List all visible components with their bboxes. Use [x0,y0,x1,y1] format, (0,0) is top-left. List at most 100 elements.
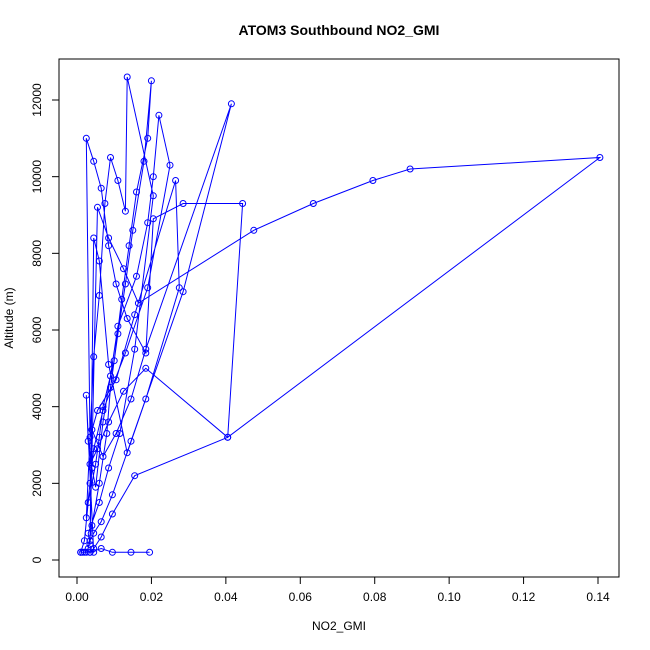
data-point [107,154,114,161]
data-point [110,357,118,365]
x-tick-label: 0.02 [140,590,164,604]
data-point [92,483,100,491]
data-point [105,464,113,472]
y-tick-label: 2000 [30,470,44,497]
data-point [90,234,98,242]
y-tick-label: 8000 [30,240,44,267]
x-tick-label: 0.10 [437,590,461,604]
data-point [88,522,96,529]
x-tick-label: 0.08 [363,590,387,604]
x-tick-label: 0.04 [214,590,238,604]
data-point [101,200,109,207]
data-point [90,529,98,537]
data-point [369,177,377,184]
data-point [112,430,120,437]
data-point [86,548,94,556]
data-point [133,188,140,196]
data-point [142,395,150,403]
data-point [144,284,152,292]
data-point [129,226,137,234]
data-point [97,518,105,526]
data-point [107,372,114,380]
data-point [86,460,94,468]
data-point [175,284,183,292]
data-point [112,280,120,288]
y-axis: 0 2000 4000 6000 8000 10000 12000 [30,83,60,563]
data-point [224,433,232,441]
data-point [88,464,96,472]
data-point [596,154,604,161]
data-point [309,200,317,207]
data-point [90,548,98,556]
data-point [97,545,105,552]
data-point [144,219,152,227]
data-point [82,391,90,399]
data-point [97,533,105,541]
data-point [99,403,107,411]
data-point [88,426,96,434]
data-point [95,433,103,441]
x-axis: 0.00 0.02 0.04 0.06 0.08 0.10 0.12 0.14 [65,576,610,604]
x-tick-label: 0.06 [289,590,313,604]
data-point [406,165,414,173]
data-point [95,499,103,506]
data-point [120,387,127,395]
data-point [131,311,139,319]
data-point [90,445,98,453]
data-point [116,430,124,437]
data-point [108,510,116,518]
data-point [97,184,105,192]
data-point [121,207,129,215]
data-point [118,295,126,303]
data-point [123,315,131,322]
data-point [239,200,247,207]
x-tick-label: 0.00 [65,590,89,604]
data-point [227,100,235,108]
data-point [84,499,92,506]
data-point [86,537,94,545]
data-point [95,257,103,265]
data-point [120,265,127,273]
y-axis-label: Altitude (m) [2,287,16,348]
data-point [95,292,103,299]
x-tick-label: 0.14 [586,590,610,604]
data-point [86,541,94,549]
data-point [142,345,150,353]
series-layer [80,76,602,553]
data-point [172,177,180,184]
data-point [105,242,113,250]
data-point [82,548,90,556]
data-point [149,215,157,223]
data-point [86,479,94,487]
data-point [114,330,122,338]
data-point [94,445,101,453]
data-point [105,361,113,368]
y-tick-label: 6000 [30,316,44,343]
data-point [107,384,114,391]
data-point [127,437,135,445]
data-point [103,430,111,437]
data-point [99,453,107,460]
data-point [179,200,187,207]
data-point [90,157,98,165]
data-point [131,472,139,480]
data-point [82,514,90,522]
data-point [112,376,120,384]
data-point [127,548,135,556]
x-tick-label: 0.12 [512,590,536,604]
data-point [127,395,135,403]
data-point [108,548,116,556]
data-point [147,77,155,85]
y-tick-label: 4000 [30,393,44,420]
data-point [131,345,139,353]
data-point [250,226,258,234]
y-tick-label: 12000 [30,83,44,117]
data-point [149,173,157,181]
data-point [94,203,101,211]
data-point [121,280,129,288]
y-tick-label: 10000 [30,160,44,194]
plot-area-box [58,58,620,578]
data-point [79,548,87,556]
data-point [84,437,92,445]
